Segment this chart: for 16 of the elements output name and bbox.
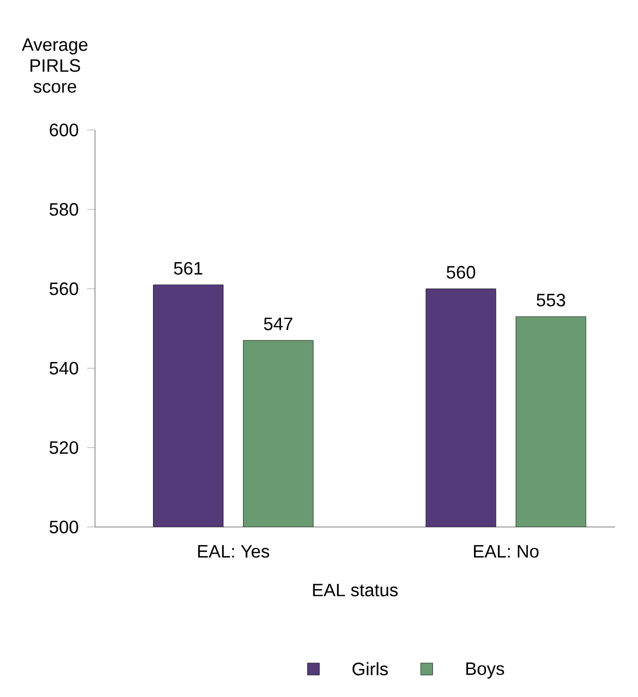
x-tick-label: EAL: No xyxy=(474,545,539,558)
y-tick-label: 520 xyxy=(50,441,78,454)
data-label: 561 xyxy=(174,262,202,275)
legend-label: Boys xyxy=(466,662,504,679)
x-tick-label: EAL: Yes xyxy=(198,545,270,558)
y-tick-label: 600 xyxy=(50,124,78,136)
data-label: 560 xyxy=(446,266,476,279)
y-axis-title: Average PIRLS score xyxy=(22,38,88,93)
y-tick-label: 540 xyxy=(50,362,78,375)
legend-label: Girls xyxy=(352,662,388,676)
y-tick-label: 580 xyxy=(50,203,78,216)
y-tick-label: 500 xyxy=(50,520,78,534)
x-axis-title: EAL status xyxy=(313,584,398,596)
data-label: 553 xyxy=(536,294,566,306)
data-label: 547 xyxy=(264,318,292,330)
y-tick-label: 560 xyxy=(50,282,78,296)
